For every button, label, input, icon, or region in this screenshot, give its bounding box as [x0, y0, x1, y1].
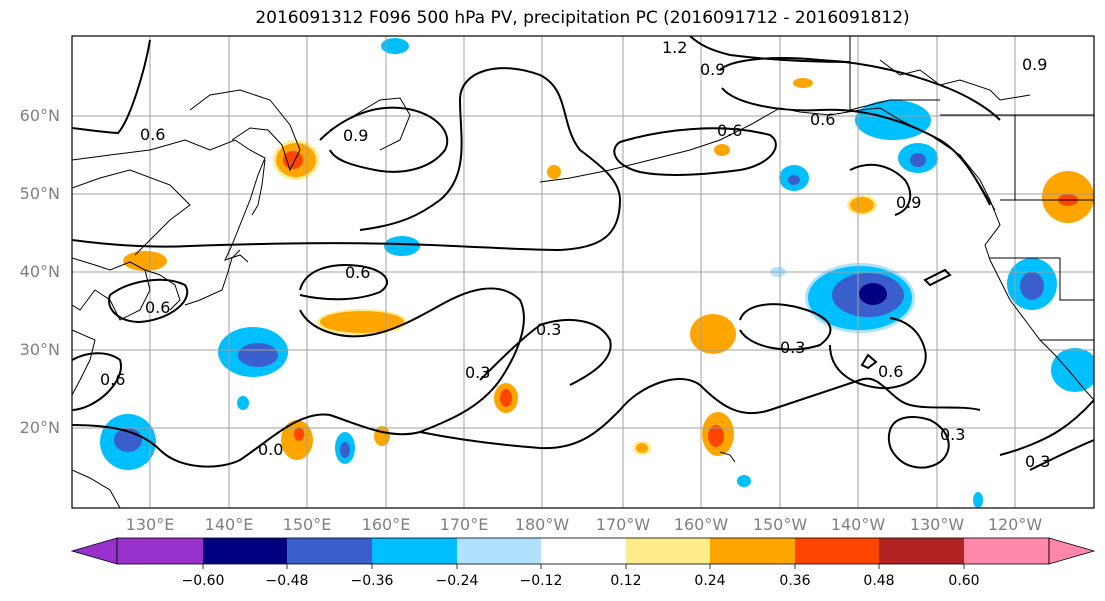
lon-label: 130°E — [125, 515, 175, 534]
contour-label: 0.0 — [258, 440, 284, 459]
contour-label: 0.3 — [940, 425, 966, 444]
lon-label: 140°E — [204, 515, 254, 534]
contour-label: 0.3 — [780, 338, 806, 357]
pv-contours — [72, 36, 1094, 471]
contour-label: 0.9 — [896, 193, 922, 212]
contour-label: 0.9 — [343, 126, 369, 145]
graticule — [72, 36, 1094, 508]
lon-label: 180°W — [514, 515, 570, 534]
contour-label: 0.6 — [345, 263, 371, 282]
colorbar-tick-label: −0.48 — [265, 573, 309, 589]
colorbar — [70, 537, 1096, 569]
lat-label: 30°N — [19, 340, 60, 359]
contour-label: 1.2 — [662, 38, 688, 57]
lat-label: 50°N — [19, 184, 60, 203]
colorbar-tick-label: 0.60 — [948, 573, 980, 589]
lat-label: 40°N — [19, 262, 60, 281]
lon-label: 150°E — [282, 515, 332, 534]
lon-label: 160°W — [673, 515, 729, 534]
positive-precip-areas — [123, 78, 1094, 460]
colorbar-tick-label: 0.36 — [779, 573, 811, 589]
map-title: 2016091312 F096 500 hPa PV, precipitatio… — [255, 8, 910, 28]
lon-label: 170°W — [595, 515, 651, 534]
lat-label: 20°N — [19, 418, 60, 437]
colorbar-tick-label: 0.48 — [863, 573, 895, 589]
contour-label: 0.9 — [700, 60, 726, 79]
colorbar-tick-label: −0.36 — [350, 573, 394, 589]
lon-label: 130°W — [909, 515, 965, 534]
lat-label: 60°N — [19, 106, 60, 125]
lon-label: 160°E — [361, 515, 411, 534]
contour-label: 0.3 — [536, 320, 562, 339]
contour-label: 0.6 — [100, 370, 126, 389]
contour-label: 0.9 — [1022, 55, 1048, 74]
colorbar-tick-label: −0.24 — [435, 573, 479, 589]
colorbar-tick-label: −0.60 — [181, 573, 225, 589]
contour-label: 0.6 — [140, 125, 166, 144]
lon-label: 150°W — [752, 515, 808, 534]
contour-label: 0.3 — [1025, 452, 1051, 471]
contour-label: 0.6 — [878, 362, 904, 381]
colorbar-tick-label: 0.24 — [694, 573, 726, 589]
contour-label: 0.3 — [465, 363, 491, 382]
lon-label: 170°E — [439, 515, 489, 534]
lon-label: 140°W — [830, 515, 886, 534]
contour-label: 0.6 — [145, 298, 171, 317]
lon-label: 120°W — [987, 515, 1043, 534]
colorbar-tick-label: 0.12 — [610, 573, 642, 589]
contour-label: 0.6 — [810, 110, 836, 129]
contour-label: 0.6 — [717, 121, 743, 140]
colorbar-tick-label: −0.12 — [519, 573, 563, 589]
map-frame — [71, 35, 1095, 509]
